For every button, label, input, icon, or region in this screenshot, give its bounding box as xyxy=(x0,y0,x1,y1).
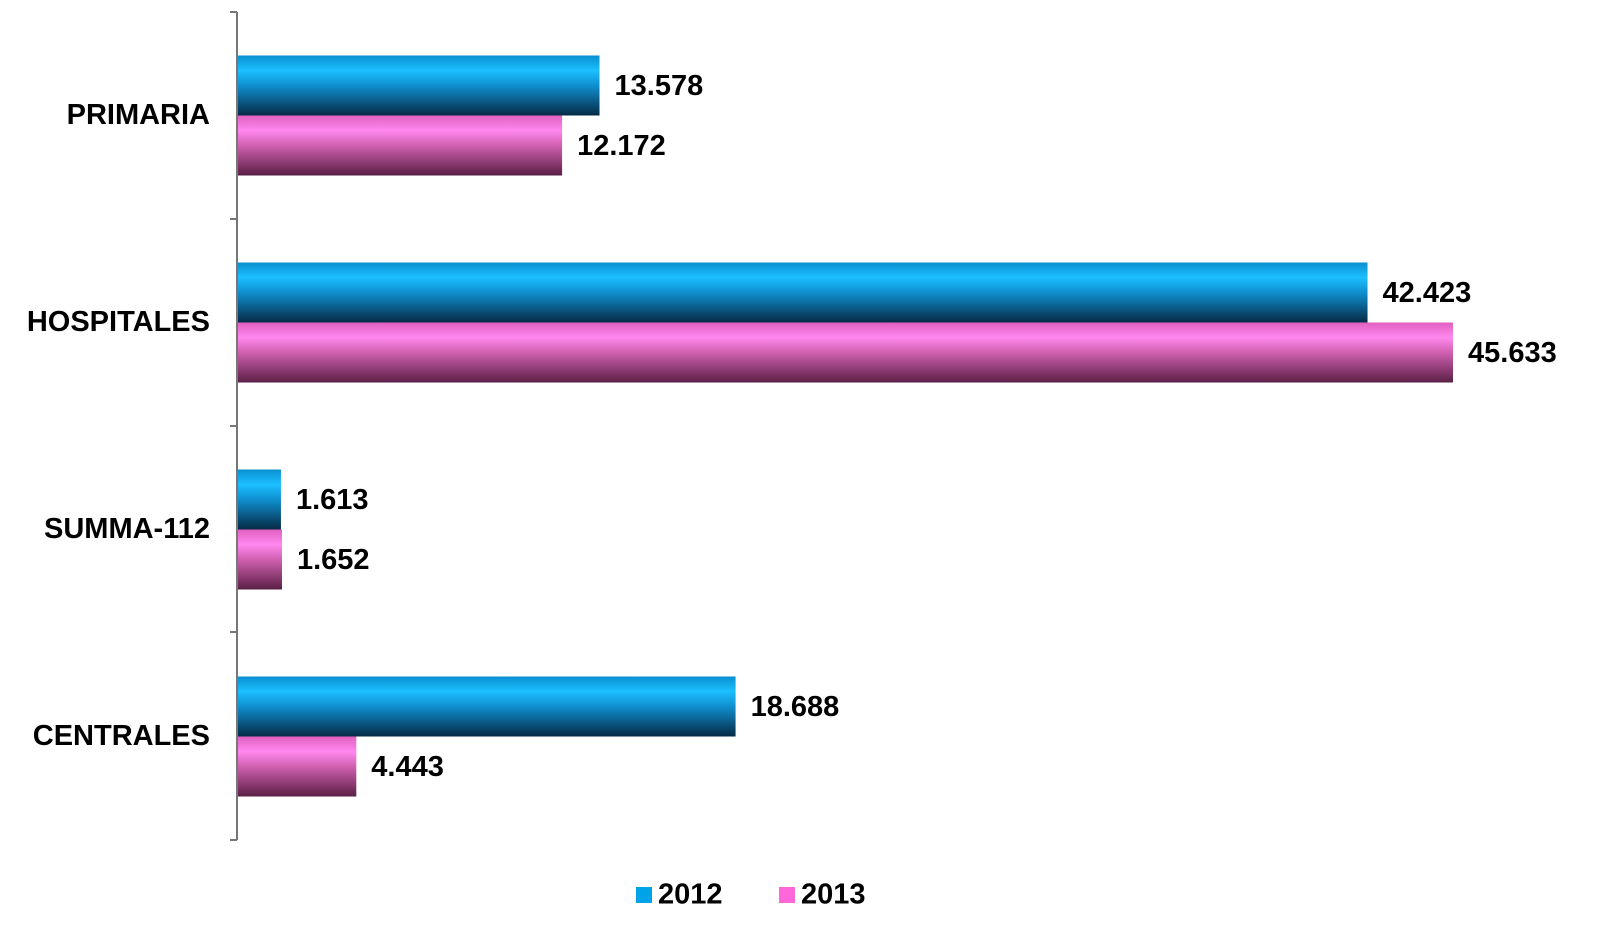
y-tick-label: SUMMA-112 xyxy=(44,513,210,545)
bar xyxy=(238,529,282,590)
value-label: 4.443 xyxy=(371,751,444,783)
bar xyxy=(238,322,1453,383)
bar xyxy=(238,736,357,797)
bar xyxy=(238,55,600,116)
bar xyxy=(238,115,563,176)
value-label: 42.423 xyxy=(1383,277,1472,309)
axis xyxy=(230,11,238,841)
legend-swatch xyxy=(779,887,795,903)
bar xyxy=(238,262,1368,323)
legend-label: 2013 xyxy=(801,879,866,911)
value-label: 13.578 xyxy=(615,70,704,102)
y-tick-label: CENTRALES xyxy=(33,720,210,752)
value-label: 12.172 xyxy=(577,130,666,162)
legend-swatch xyxy=(636,887,652,903)
value-label: 18.688 xyxy=(751,691,840,723)
legend-label: 2012 xyxy=(658,879,723,911)
value-label: 1.652 xyxy=(297,544,370,576)
bar xyxy=(238,676,736,737)
value-label: 1.613 xyxy=(296,484,369,516)
y-tick-label: HOSPITALES xyxy=(27,306,210,338)
value-label: 45.633 xyxy=(1468,337,1557,369)
bar xyxy=(238,469,281,530)
y-tick-label: PRIMARIA xyxy=(67,99,210,131)
